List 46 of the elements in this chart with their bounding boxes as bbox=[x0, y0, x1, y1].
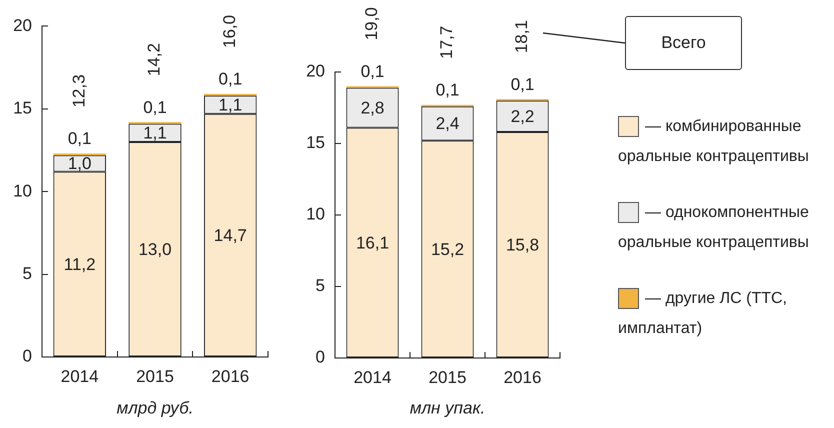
x-tick-label: 2015 bbox=[428, 368, 466, 387]
y-tick-label: 20 bbox=[13, 16, 32, 35]
data-label: 1,1 bbox=[143, 124, 167, 143]
total-label: 14,2 bbox=[144, 43, 164, 76]
total-label: 17,7 bbox=[437, 26, 456, 59]
total-label: 19,0 bbox=[362, 7, 382, 40]
x-axis-title: млн упак. bbox=[410, 398, 486, 418]
data-label: 0,1 bbox=[510, 74, 534, 94]
y-tick-label: 15 bbox=[13, 98, 32, 118]
x-tick-label: 2014 bbox=[354, 368, 392, 387]
data-label: 11,2 bbox=[64, 254, 96, 274]
total-label: 12,3 bbox=[69, 74, 88, 108]
y-tick-label: 0 bbox=[22, 346, 32, 366]
data-label: 2,4 bbox=[436, 114, 460, 134]
y-tick-label: 10 bbox=[306, 204, 325, 224]
data-label: 0,1 bbox=[143, 98, 167, 117]
y-tick-label: 10 bbox=[13, 181, 32, 200]
data-label: 2,8 bbox=[360, 98, 384, 118]
data-label: 15,8 bbox=[506, 235, 540, 254]
data-label: 0,1 bbox=[360, 62, 384, 81]
data-label: 13,0 bbox=[138, 240, 172, 259]
data-label: 15,2 bbox=[430, 240, 464, 259]
x-tick-label: 2016 bbox=[211, 366, 250, 386]
y-tick-label: 20 bbox=[306, 62, 325, 81]
legend-label: — комбинированные оральные контрацептивы bbox=[618, 117, 810, 167]
legend-label: — однокомпонентные оральные контрацептивы bbox=[618, 203, 810, 253]
y-tick-label: 15 bbox=[306, 133, 325, 152]
data-label: 1,0 bbox=[68, 154, 92, 174]
y-tick-label: 0 bbox=[316, 348, 325, 367]
y-tick-label: 5 bbox=[22, 264, 32, 283]
x-tick-label: 2014 bbox=[60, 366, 99, 386]
total-label: 16,0 bbox=[220, 14, 240, 48]
x-axis-title: млрд руб. bbox=[116, 398, 194, 418]
data-label: 14,7 bbox=[214, 226, 247, 245]
legend-label: — другие ЛС (ТТС, имплантат) bbox=[618, 289, 788, 339]
data-label: 1,1 bbox=[218, 95, 242, 114]
data-label: 0,1 bbox=[68, 129, 92, 148]
x-tick-label: 2015 bbox=[136, 366, 174, 386]
y-tick-label: 5 bbox=[316, 276, 325, 296]
data-label: 0,1 bbox=[436, 80, 460, 100]
data-label: 2,2 bbox=[510, 107, 534, 126]
x-tick-label: 2016 bbox=[504, 368, 542, 387]
data-label: 16,1 bbox=[356, 233, 390, 252]
callout-box: Всего bbox=[625, 16, 742, 70]
total-label: 18,1 bbox=[512, 20, 532, 54]
data-label: 0,1 bbox=[218, 70, 242, 89]
